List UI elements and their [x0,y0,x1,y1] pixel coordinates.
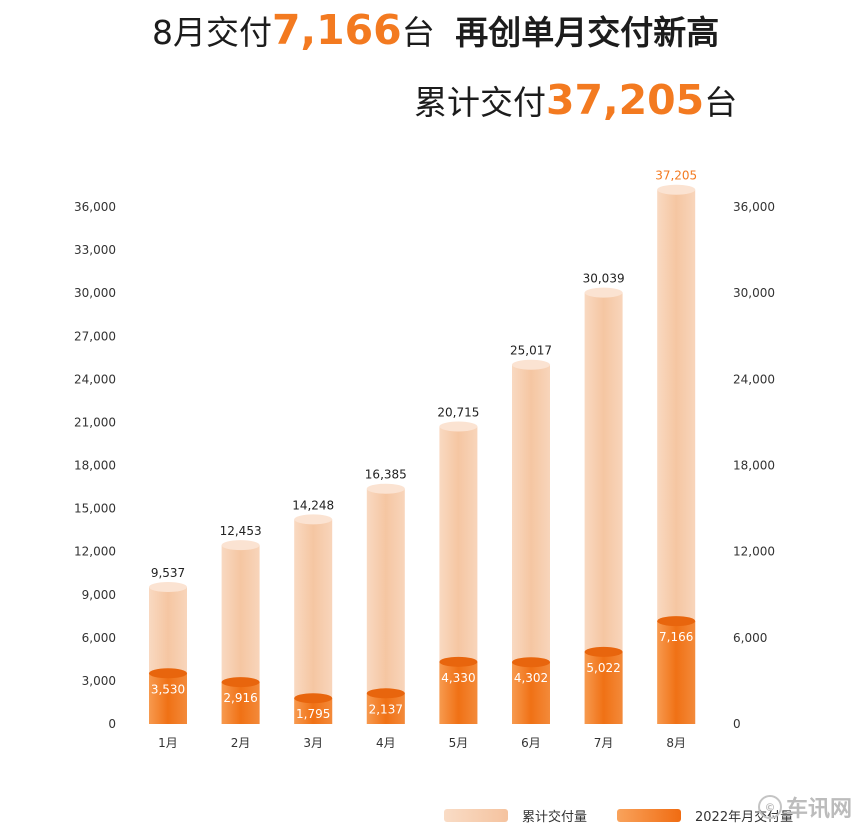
monthly-bar [149,673,187,724]
monthly-bar-top [439,656,478,667]
legend-monthly-swatch [617,808,681,822]
monthly-bar-top [294,693,333,704]
cumulative-bar-top [512,359,550,370]
monthly-value-label: 4,302 [514,671,548,685]
monthly-bar [366,693,405,724]
monthly-value-label: 3,530 [151,682,185,696]
left-axis-tick-label: 15,000 [74,502,116,516]
monthly-bar-top [221,677,260,688]
cumulative-value-label: 16,385 [365,468,407,482]
headline-line1-unit: 台 [401,13,435,52]
cumulative-value-label: 25,017 [510,344,552,358]
right-axis-tick-label: 0 [733,717,741,731]
headline-line2-number: 37,205 [546,76,705,124]
cumulative-bar-top [366,483,405,494]
cumulative-bar [294,519,333,724]
cumulative-value-label: 9,537 [151,566,185,580]
category-label: 1月 [158,736,178,750]
headline-line2-prefix: 累计交付 [414,83,546,122]
right-axis-tick-label: 30,000 [733,286,775,300]
legend-cumulative-swatch [444,808,508,822]
right-axis-tick-label: 36,000 [733,200,775,214]
headline-line1: 8月交付7,166台 再创单月交付新高 [152,6,719,54]
right-axis-tick-label: 18,000 [733,459,775,473]
cumulative-bar [366,488,405,724]
cumulative-bar-top [657,184,696,195]
monthly-value-label: 1,795 [296,707,330,721]
left-axis-tick-label: 24,000 [74,372,116,386]
left-axis-tick-label: 6,000 [82,631,116,645]
monthly-bar [512,662,550,724]
category-label: 2月 [231,736,251,750]
right-axis-tick-label: 12,000 [733,545,775,559]
cumulative-bar-top [584,287,623,298]
category-label: 4月 [376,736,396,750]
right-axis-tick-label: 24,000 [733,372,775,386]
cumulative-value-label: 37,205 [655,169,697,183]
left-axis-tick-label: 3,000 [82,674,116,688]
category-label: 5月 [449,736,469,750]
left-axis-tick-label: 21,000 [74,415,116,429]
monthly-bar [584,651,623,724]
cumulative-bar-top [221,540,260,551]
headline-line1-suffix: 再创单月交付新高 [455,13,720,52]
left-axis-tick-label: 0 [108,717,116,731]
monthly-bar-top [657,616,696,627]
left-axis-tick-label: 36,000 [74,200,116,214]
left-axis-tick-label: 18,000 [74,459,116,473]
monthly-bar [221,682,260,724]
right-axis-tick-label: 6,000 [733,631,767,645]
monthly-value-label: 2,137 [369,702,403,716]
cumulative-bar-top [439,421,478,432]
monthly-bar-top [512,657,550,668]
monthly-bar [439,661,478,724]
headline-line1-prefix: 8月交付 [152,13,272,52]
monthly-value-label: 5,022 [586,661,620,675]
left-axis-tick-label: 27,000 [74,329,116,343]
category-label: 3月 [303,736,323,750]
monthly-value-label: 7,166 [659,630,693,644]
cumulative-value-label: 14,248 [292,498,334,512]
cumulative-value-label: 30,039 [583,272,625,286]
monthly-value-label: 2,916 [223,691,257,705]
cumulative-value-label: 20,715 [437,406,479,420]
monthly-bar [657,621,696,724]
left-axis-tick-label: 33,000 [74,243,116,257]
cumulative-bar-top [294,514,333,525]
category-label: 8月 [666,736,686,750]
legend-cumulative-label: 累计交付量 [522,809,588,825]
cumulative-bar-top [149,582,187,593]
category-label: 7月 [594,736,614,750]
monthly-bar-top [366,688,405,699]
monthly-bar-top [584,646,623,657]
monthly-value-label: 4,330 [441,671,475,685]
cumulative-value-label: 12,453 [220,524,262,538]
watermark-logo: © 车讯网 [758,784,858,830]
headline-line2: 累计交付37,205台 [414,76,737,124]
left-axis-tick-label: 30,000 [74,286,116,300]
headline-line1-number: 7,166 [272,6,402,54]
category-label: 6月 [521,736,541,750]
watermark-ring-icon: © [758,795,782,819]
legend-cumulative: 累计交付量 [444,804,587,826]
monthly-bar-top [149,668,187,679]
left-axis-tick-label: 9,000 [82,588,116,602]
headline-line2-unit: 台 [704,83,738,122]
left-axis-tick-label: 12,000 [74,545,116,559]
watermark-text: 车讯网 [786,797,853,822]
